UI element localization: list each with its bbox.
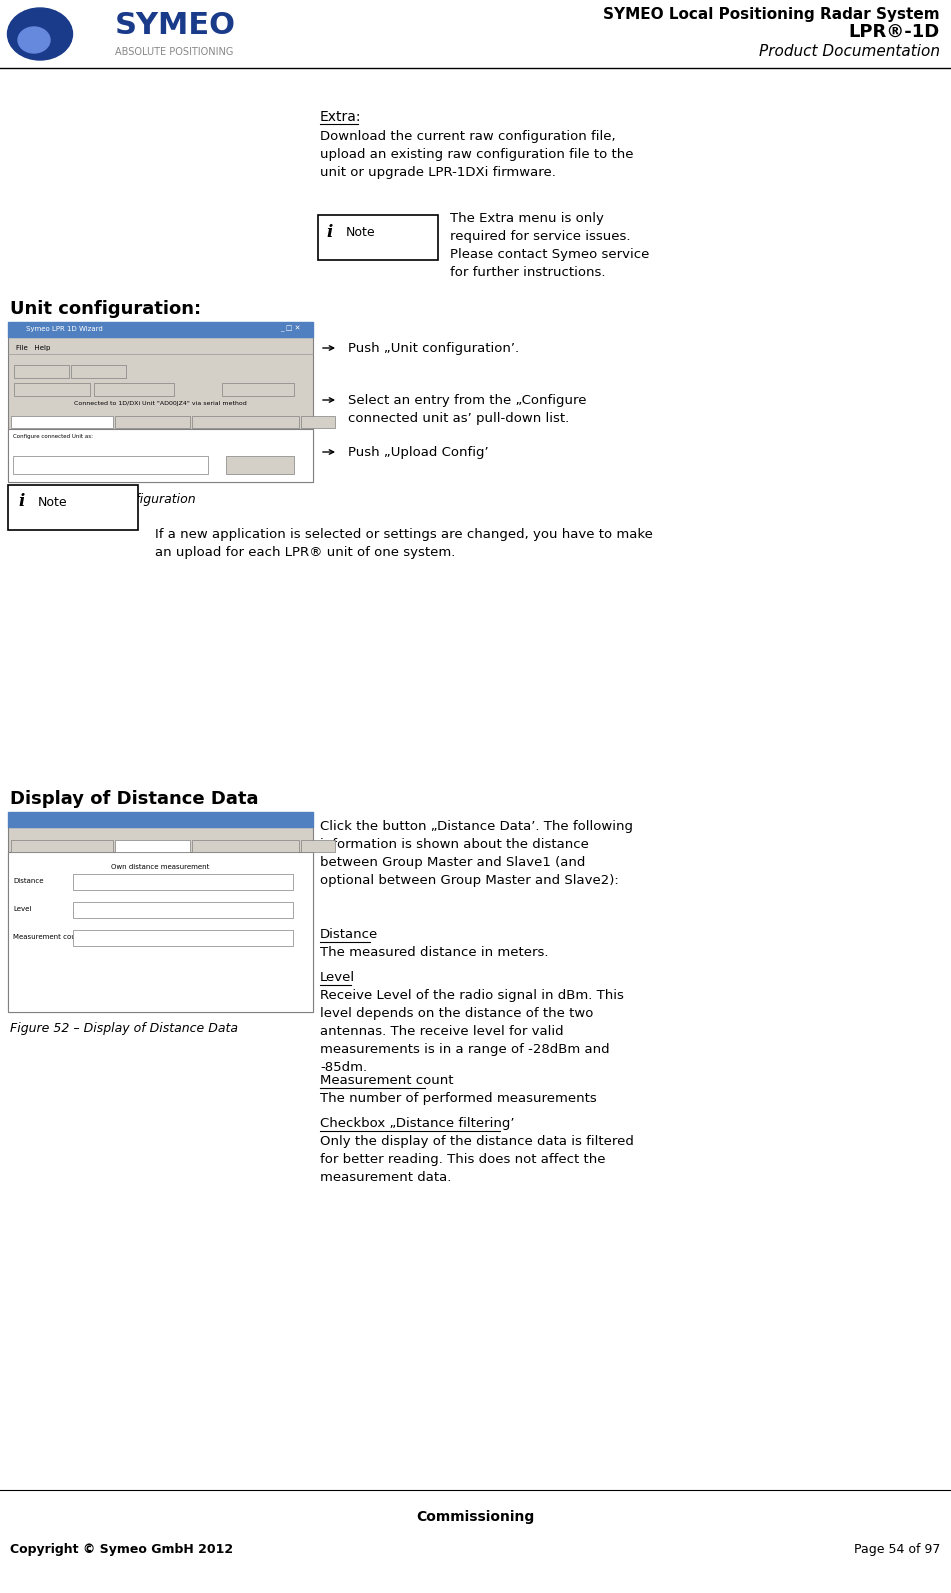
FancyBboxPatch shape [11,840,112,852]
Text: LPR®-1D: LPR®-1D [848,22,940,41]
Text: Extra: Extra [311,419,325,424]
Text: Extra: Extra [311,844,325,849]
Text: Level: Level [320,972,355,984]
FancyBboxPatch shape [8,852,313,1012]
Text: Unit configuration: Unit configuration [38,419,86,424]
Text: 45: 45 [278,906,286,913]
FancyBboxPatch shape [318,215,438,260]
Text: Own distance measurement: Own distance measurement [111,863,209,870]
FancyBboxPatch shape [14,365,69,378]
Text: Note: Note [346,226,376,239]
Text: Upload Config...: Upload Config... [238,462,282,467]
Text: i: i [18,494,25,510]
Text: Click the button „Distance Data’. The following
information is shown about the d: Click the button „Distance Data’. The fo… [320,820,633,887]
FancyBboxPatch shape [8,322,313,338]
Text: Connection: Connection [81,368,116,373]
FancyBboxPatch shape [8,484,138,530]
FancyBboxPatch shape [222,382,294,397]
FancyBboxPatch shape [11,416,112,429]
Text: Connect via TCP/IP: Connect via TCP/IP [27,387,77,392]
Text: i: i [326,223,333,241]
Text: Only the display of the distance data is filtered
for better reading. This does : Only the display of the distance data is… [320,1134,634,1184]
FancyBboxPatch shape [8,429,313,483]
Text: Distance data: Distance data [134,419,171,424]
Text: The Extra menu is only
required for service issues.
Please contact Symeo service: The Extra menu is only required for serv… [450,212,650,279]
Text: Distance: Distance [13,878,44,884]
FancyBboxPatch shape [73,875,293,890]
Text: Extra:: Extra: [320,110,361,124]
Text: _ □ ✕: _ □ ✕ [280,327,301,333]
Text: Figure 52 – Display of Distance Data: Figure 52 – Display of Distance Data [10,1023,238,1035]
FancyBboxPatch shape [226,456,294,475]
Text: Antenna calibration: Antenna calibration [220,419,272,424]
FancyBboxPatch shape [8,812,313,827]
Text: 214: 214 [273,935,286,941]
FancyBboxPatch shape [73,930,293,946]
FancyBboxPatch shape [73,902,293,918]
Text: Select an entry from the „Configure
connected unit as’ pull-down list.: Select an entry from the „Configure conn… [348,393,587,425]
Ellipse shape [18,27,50,53]
Text: Product Documentation: Product Documentation [759,45,940,59]
Text: SYMEO Local Positioning Radar System: SYMEO Local Positioning Radar System [603,6,940,21]
Text: Download the current raw configuration file,
upload an existing raw configuratio: Download the current raw configuration f… [320,131,633,178]
Text: Antenna calibration: Antenna calibration [220,844,272,849]
Text: Edit project: Edit project [24,368,60,373]
Text: File   Help: File Help [16,346,50,350]
FancyBboxPatch shape [8,827,313,1012]
Text: Note: Note [38,495,68,508]
FancyBboxPatch shape [13,456,208,475]
Text: Symeo LPR 1D Wizard: Symeo LPR 1D Wizard [26,327,103,331]
FancyBboxPatch shape [115,840,190,852]
Text: Push „Unit configuration’.: Push „Unit configuration’. [348,342,519,355]
Text: Connected to 1D/DXi Unit "AD00JZ4" via serial method: Connected to 1D/DXi Unit "AD00JZ4" via s… [74,401,247,406]
Text: Distance data: Distance data [134,844,171,849]
FancyBboxPatch shape [8,338,313,483]
Text: Checkbox „Distance filtering’: Checkbox „Distance filtering’ [320,1117,514,1129]
FancyBboxPatch shape [14,382,90,397]
Text: Unit configuration:: Unit configuration: [10,299,201,319]
Text: Distance: Distance [320,929,378,941]
Text: Figure 51 – Unit configuration: Figure 51 – Unit configuration [10,492,196,507]
Text: Measurement count: Measurement count [320,1074,454,1086]
Text: ABSOLUTE POSITIONING: ABSOLUTE POSITIONING [115,48,233,57]
Text: Copyright © Symeo GmbH 2012: Copyright © Symeo GmbH 2012 [10,1544,233,1556]
Text: 23.00: 23.00 [266,879,286,886]
Text: Measurement count: Measurement count [13,933,83,940]
Text: Level: Level [13,906,31,913]
FancyBboxPatch shape [301,840,335,852]
Text: Commissioning: Commissioning [417,1510,534,1525]
FancyBboxPatch shape [94,382,174,397]
Text: Page 54 of 97: Page 54 of 97 [854,1544,940,1556]
Text: Connect via RS232/USB: Connect via RS232/USB [102,387,166,392]
Text: If a new application is selected or settings are changed, you have to make
an up: If a new application is selected or sett… [155,527,653,559]
FancyBboxPatch shape [115,416,190,429]
Text: Disconnect: Disconnect [243,387,273,392]
Text: Push „Upload Config’: Push „Upload Config’ [348,446,489,459]
Text: Configure connected Unit as:: Configure connected Unit as: [13,433,93,440]
Ellipse shape [8,8,72,61]
Text: Display of Distance Data: Display of Distance Data [10,790,259,808]
FancyBboxPatch shape [301,416,335,429]
Text: Receive Level of the radio signal in dBm. This
level depends on the distance of : Receive Level of the radio signal in dBm… [320,989,624,1074]
Text: The measured distance in meters.: The measured distance in meters. [320,946,549,959]
Text: Group Master: Group Master [18,462,61,467]
Text: The number of performed measurements: The number of performed measurements [320,1091,596,1106]
FancyBboxPatch shape [71,365,126,378]
FancyBboxPatch shape [192,840,299,852]
Text: Unit configuration: Unit configuration [38,844,86,849]
FancyBboxPatch shape [192,416,299,429]
Text: SYMEO: SYMEO [115,11,236,40]
